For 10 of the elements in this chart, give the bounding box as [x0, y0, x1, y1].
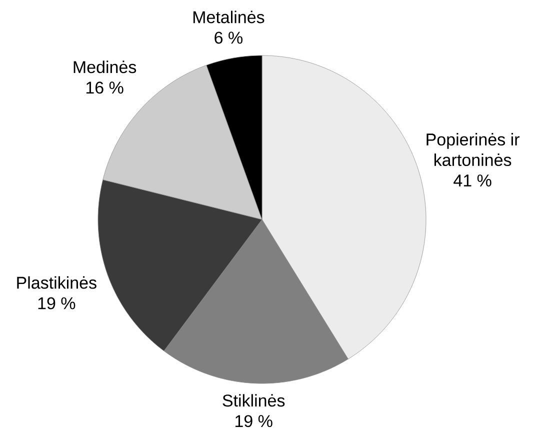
data-label: 16 % — [86, 82, 124, 94]
data-label: 41 % — [454, 174, 492, 186]
slice-label: Metalinės — [193, 10, 264, 24]
data-label: 19 % — [236, 415, 272, 428]
slice-label: Plastikinės — [17, 276, 96, 289]
slice-label: Medinės — [74, 60, 136, 74]
data-label: 6 % — [214, 32, 242, 44]
slice-label: Stiklinės — [222, 394, 285, 407]
slice-label: Popierinės ir kartoninės — [426, 133, 520, 166]
data-label: 19 % — [38, 297, 76, 310]
